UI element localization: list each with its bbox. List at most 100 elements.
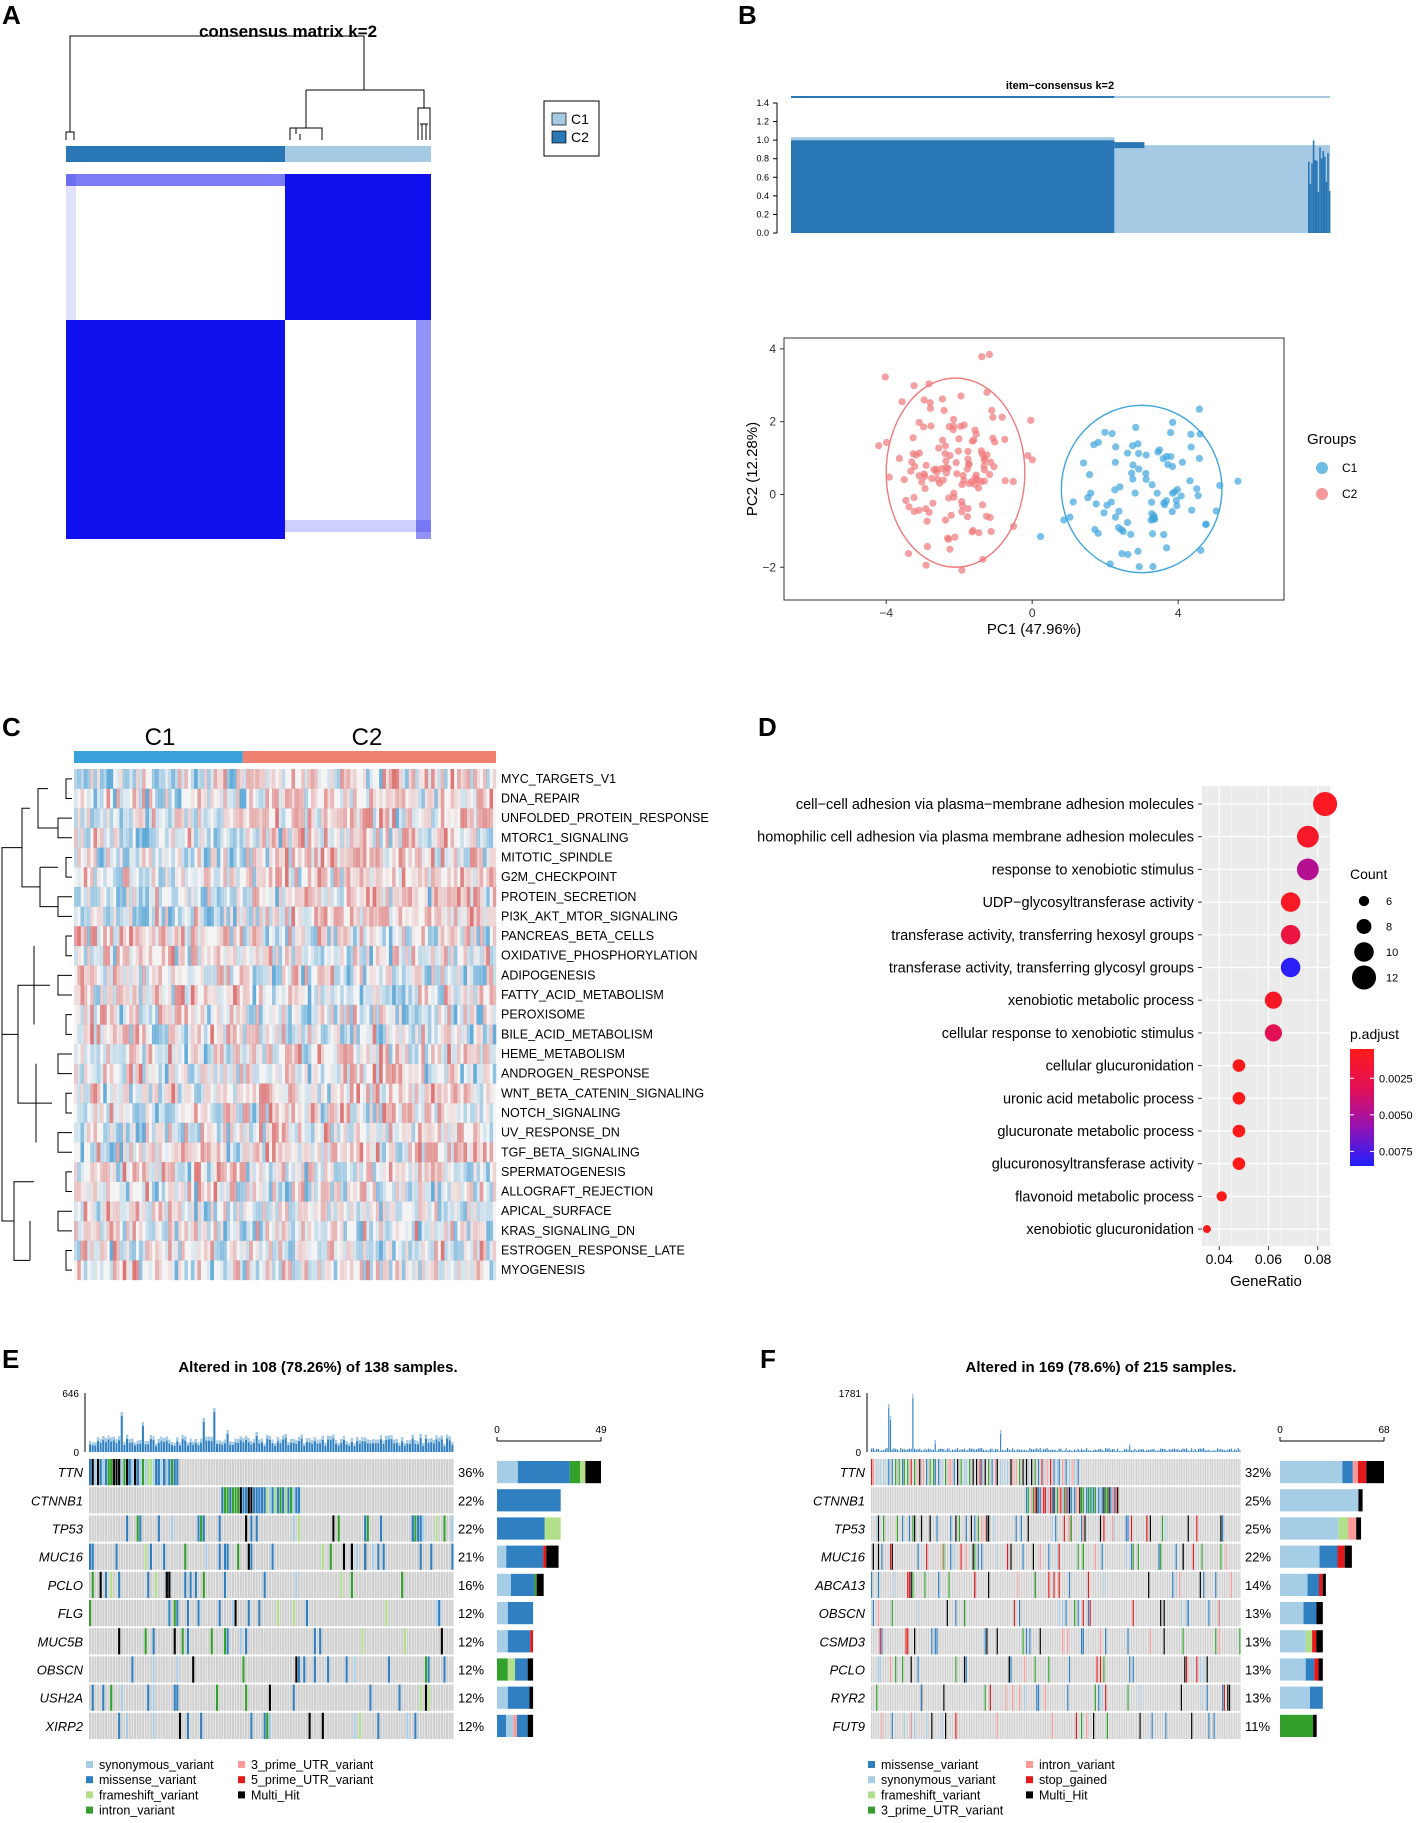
heatmap-cell (155, 1142, 159, 1163)
heatmap-cell (285, 1122, 289, 1143)
onco-cell-bg (424, 1712, 428, 1739)
onco-cell-bg (215, 1600, 219, 1627)
heatmap-cell (207, 1221, 211, 1241)
heatmap-cell (268, 965, 273, 986)
heatmap-cell (203, 1024, 208, 1045)
onco-cell-bg (223, 1712, 227, 1739)
heatmap-cell (336, 1103, 341, 1123)
heatmap-cell (249, 926, 253, 947)
heatmap-cell (148, 886, 153, 907)
heatmap-cell (434, 1181, 438, 1202)
tmb-bar-syn (155, 1443, 158, 1447)
heatmap-cell (336, 808, 341, 829)
onco-mutation (110, 1459, 113, 1486)
heatmap-cell (392, 788, 396, 809)
heatmap-cell (492, 985, 497, 1006)
onco-cell-bg (94, 1571, 97, 1598)
heatmap-cell (275, 1063, 279, 1084)
heatmap-cell (177, 808, 182, 829)
heatmap-cell (340, 788, 344, 809)
heatmap-cell (281, 1004, 286, 1025)
heatmap-cell (470, 1162, 474, 1182)
heatmap-cell (168, 827, 172, 848)
heatmap-cell (320, 1260, 325, 1281)
onco-cell-bg (319, 1487, 322, 1514)
heatmap-cell (395, 1181, 399, 1202)
onco-cell-bg (430, 1459, 433, 1486)
heatmap-cell (132, 926, 136, 947)
heatmap-cell (116, 1142, 120, 1163)
tmb-bar (385, 1435, 388, 1452)
heatmap-cell (392, 945, 396, 966)
heatmap-cell (138, 1122, 143, 1143)
heatmap-cell (382, 769, 386, 789)
tmb-bar (451, 1442, 454, 1452)
heatmap-cell (346, 847, 351, 868)
heatmap-cell (246, 1162, 250, 1182)
heatmap-cell (340, 847, 344, 868)
heatmap-cell (398, 847, 403, 868)
heatmap-cell (77, 1083, 81, 1104)
heatmap-cell (366, 945, 370, 966)
onco-cell-bg (173, 1543, 176, 1570)
onco-cell-bg (366, 1628, 369, 1655)
heatmap-cell (197, 1240, 201, 1261)
dendrogram-branch (65, 1250, 72, 1271)
go-term-label: xenobiotic metabolic process (1008, 993, 1194, 1009)
onco-cell-bg (398, 1515, 401, 1542)
heatmap-cell (372, 1181, 377, 1202)
heatmap-cell (479, 1083, 484, 1104)
tmb-bar-syn (208, 1436, 211, 1441)
onco-cell-bg (141, 1684, 145, 1711)
onco-cell-bg (247, 1515, 250, 1542)
pca-point-c2 (929, 499, 937, 507)
heatmap-cell (200, 788, 205, 809)
onco-cell-bg (414, 1571, 417, 1598)
heatmap-cell (184, 1004, 188, 1025)
dendrogram-branch (65, 131, 75, 140)
tmb-bar-syn (250, 1441, 253, 1445)
heatmap-cell (375, 886, 380, 907)
heatmap-cell (353, 926, 357, 947)
tmb-bar-syn (438, 1437, 441, 1442)
heatmap-cell (174, 1044, 179, 1065)
heatmap-cell (161, 867, 166, 888)
heatmap-cell (96, 906, 101, 927)
heatmap-cell (388, 1083, 393, 1104)
heatmap-cell (440, 1024, 445, 1045)
heatmap-cell (297, 1142, 302, 1163)
heatmap-cell (171, 1004, 175, 1025)
heatmap-cell (492, 847, 497, 868)
onco-cell-bg (356, 1515, 359, 1542)
heatmap-cell (327, 1004, 331, 1025)
onco-cell-bg (144, 1600, 147, 1627)
tmb-bar-syn (350, 1437, 353, 1442)
onco-cell-bg (448, 1628, 451, 1655)
heatmap-cell (226, 1221, 231, 1241)
onco-cell-bg (321, 1459, 324, 1486)
heatmap-cell (155, 926, 159, 947)
onco-cell-bg (385, 1628, 388, 1655)
heatmap-cell (385, 1063, 390, 1084)
heatmap-cell (336, 1063, 341, 1084)
pca-point-c1 (1135, 563, 1143, 571)
heatmap-cell (486, 769, 490, 789)
onco-cell-bg (409, 1684, 412, 1711)
tmb-bar (387, 1435, 390, 1452)
heatmap-cell (427, 808, 432, 829)
heatmap-cell (434, 1260, 438, 1281)
heatmap-cell (255, 1004, 260, 1025)
heatmap-cell (349, 1083, 354, 1104)
heatmap-cell (395, 906, 399, 927)
heatmap-cell (187, 1083, 192, 1104)
heatmap-cell (158, 1044, 162, 1065)
onco-cell-bg (435, 1571, 438, 1598)
heatmap-cell (148, 1063, 153, 1084)
onco-cell-bg (334, 1459, 338, 1486)
heatmap-cell (103, 769, 107, 789)
heatmap-cell (294, 1142, 299, 1163)
heatmap-cell (77, 1004, 81, 1025)
heatmap-cell (408, 1044, 412, 1065)
heatmap-cell (492, 926, 497, 947)
